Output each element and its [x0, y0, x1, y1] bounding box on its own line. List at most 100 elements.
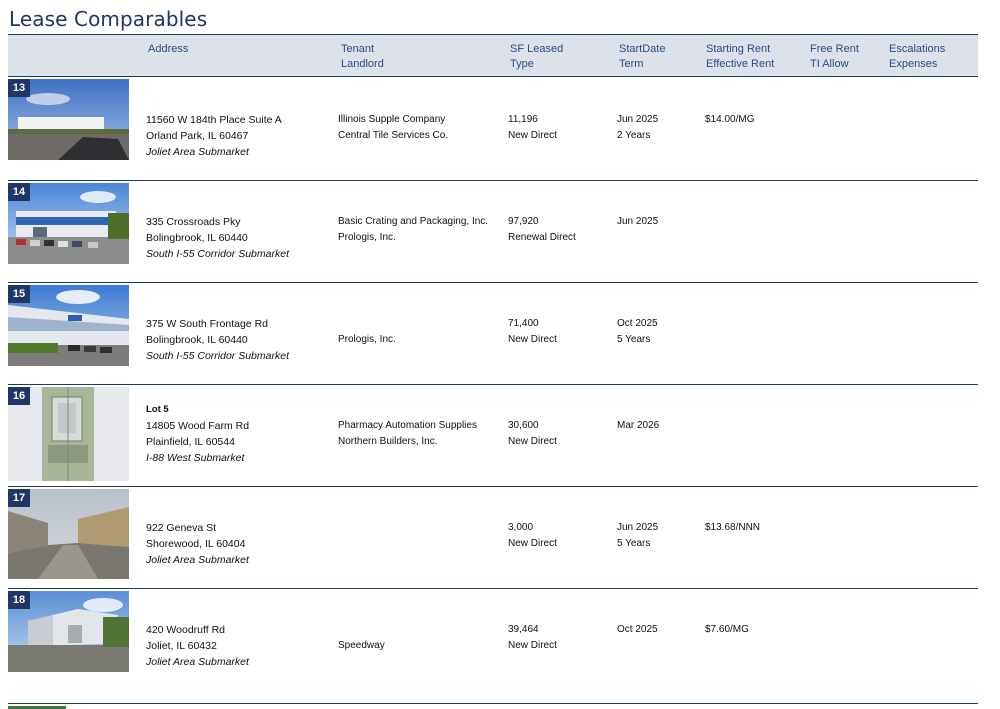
- table-row: 17 922 Geneva St Shorewood, IL 60404 Jol…: [8, 486, 978, 589]
- lease-term: 5 Years: [617, 334, 651, 345]
- landlord-name: Northern Builders, Inc.: [338, 436, 438, 447]
- table-row: 18 420 Woodruff Rd Joliet, IL 60432 Joli…: [8, 588, 978, 705]
- submarket-label: Joliet Area Submarket: [146, 554, 249, 566]
- comp-number-badge: 14: [8, 183, 30, 201]
- date-cell: Jun 2025 5 Years: [617, 520, 658, 552]
- tenant-name: Illinois Supple Company: [338, 114, 446, 125]
- header-expenses-label: Expenses: [889, 58, 938, 70]
- city-address: Bolingbrook, IL 60440: [146, 232, 248, 244]
- header-sf-label: SF Leased: [510, 43, 564, 55]
- lease-type: Renewal Direct: [508, 232, 576, 243]
- header-date-term: StartDate Term: [619, 42, 665, 72]
- header-effective-rent-label: Effective Rent: [706, 58, 775, 70]
- address-cell: 335 Crossroads Pky Bolingbrook, IL 60440…: [146, 214, 289, 262]
- start-date: Jun 2025: [617, 522, 659, 533]
- address-cell: Lot 5 14805 Wood Farm Rd Plainfield, IL …: [146, 402, 249, 466]
- header-escalations: Escalations Expenses: [889, 42, 945, 72]
- sf-cell: 3,000 New Direct: [508, 520, 557, 552]
- submarket-label: Joliet Area Submarket: [146, 656, 249, 668]
- page-title: Lease Comparables: [9, 7, 208, 31]
- table-row: 15 375 W South Frontage Rd Bolingbrook, …: [8, 282, 978, 385]
- street-address: 11560 W 184th Place Suite A: [146, 114, 282, 126]
- landlord-name: Speedway: [338, 640, 385, 651]
- rent-cell: $13.68/NNN: [705, 520, 760, 536]
- header-free-rent-label: Free Rent: [810, 43, 859, 55]
- street-address: 420 Woodruff Rd: [146, 624, 225, 636]
- street-address: 922 Geneva St: [146, 522, 217, 534]
- landlord-name: Central Tile Services Co.: [338, 130, 449, 141]
- start-date: Jun 2025: [617, 216, 659, 227]
- tenant-name: Pharmacy Automation Supplies: [338, 420, 477, 431]
- table-row: 13 11560 W 184th Place Suite A Orland Pa…: [8, 76, 978, 179]
- date-cell: Mar 2026: [617, 418, 659, 434]
- table-row: 16 Lot 5 14805 Wood Farm Rd Plainfield, …: [8, 384, 978, 487]
- submarket-label: South I-55 Corridor Submarket: [146, 350, 289, 362]
- lease-term: 5 Years: [617, 538, 651, 549]
- sf-leased: 71,400: [508, 318, 539, 329]
- table-header: Address Tenant Landlord SF Leased Type S…: [8, 34, 978, 77]
- city-address: Orland Park, IL 60467: [146, 130, 249, 142]
- header-landlord-label: Landlord: [341, 58, 384, 70]
- start-date: Oct 2025: [617, 624, 658, 635]
- tenant-cell: Speedway: [338, 638, 385, 654]
- starting-rent: $7.60/MG: [705, 624, 749, 635]
- header-tenant-landlord: Tenant Landlord: [341, 42, 384, 72]
- header-ti-label: TI Allow: [810, 58, 849, 70]
- lease-term: 2 Years: [617, 130, 651, 141]
- start-date: Jun 2025: [617, 114, 659, 125]
- header-address-label: Address: [148, 43, 189, 55]
- header-tenant-label: Tenant: [341, 43, 375, 55]
- property-photo[interactable]: 14: [8, 183, 129, 264]
- landlord-name: Prologis, Inc.: [338, 232, 396, 243]
- address-cell: 922 Geneva St Shorewood, IL 60404 Joliet…: [146, 520, 249, 568]
- street-address: 14805 Wood Farm Rd: [146, 420, 250, 432]
- submarket-label: South I-55 Corridor Submarket: [146, 248, 289, 260]
- property-photo[interactable]: 18: [8, 591, 129, 672]
- sf-leased: 39,464: [508, 624, 539, 635]
- header-address: Address: [148, 42, 188, 57]
- tenant-cell: Prologis, Inc.: [338, 332, 396, 348]
- landlord-name: Prologis, Inc.: [338, 334, 396, 345]
- header-starting-rent-label: Starting Rent: [706, 43, 771, 55]
- lot-label: Lot 5: [146, 404, 169, 415]
- sf-cell: 30,600 New Direct: [508, 418, 557, 450]
- sf-cell: 39,464 New Direct: [508, 622, 557, 654]
- sf-leased: 97,920: [508, 216, 539, 227]
- sf-leased: 11,196: [508, 114, 538, 125]
- lease-type: New Direct: [508, 436, 557, 447]
- comp-number-badge: 17: [8, 489, 30, 507]
- submarket-label: I-88 West Submarket: [146, 452, 245, 464]
- lease-type: New Direct: [508, 538, 557, 549]
- rent-cell: $14.00/MG: [705, 112, 754, 128]
- site-plan-image[interactable]: 16: [8, 387, 129, 481]
- header-type-label: Type: [510, 58, 534, 70]
- tenant-name: Basic Crating and Packaging, Inc.: [338, 216, 489, 227]
- city-address: Bolingbrook, IL 60440: [146, 334, 248, 346]
- header-free-ti: Free Rent TI Allow: [810, 42, 859, 72]
- comp-number-badge: 18: [8, 591, 30, 609]
- starting-rent: $13.68/NNN: [705, 522, 761, 533]
- date-cell: Oct 2025 5 Years: [617, 316, 658, 348]
- comp-number-badge: 15: [8, 285, 30, 303]
- street-address: 335 Crossroads Pky: [146, 216, 241, 228]
- start-date: Oct 2025: [617, 318, 658, 329]
- address-cell: 375 W South Frontage Rd Bolingbrook, IL …: [146, 316, 289, 364]
- address-cell: 11560 W 184th Place Suite A Orland Park,…: [146, 112, 282, 160]
- street-address: 375 W South Frontage Rd: [146, 318, 268, 330]
- tenant-cell: Illinois Supple Company Central Tile Ser…: [338, 112, 448, 144]
- address-cell: 420 Woodruff Rd Joliet, IL 60432 Joliet …: [146, 622, 249, 670]
- property-photo[interactable]: 17: [8, 489, 129, 579]
- date-cell: Jun 2025: [617, 214, 658, 230]
- lease-type: New Direct: [508, 130, 557, 141]
- property-photo[interactable]: 13: [8, 79, 129, 160]
- lease-type: New Direct: [508, 640, 557, 651]
- property-photo[interactable]: 15: [8, 285, 129, 366]
- start-date: Mar 2026: [617, 420, 660, 431]
- tenant-cell: Basic Crating and Packaging, Inc. Prolog…: [338, 214, 488, 246]
- rent-cell: $7.60/MG: [705, 622, 749, 638]
- date-cell: Oct 2025: [617, 622, 658, 638]
- table-row: 14 335 Crossroads Pky Bolingbrook, IL 60…: [8, 180, 978, 283]
- bottom-divider: [8, 703, 978, 704]
- tenant-cell: Pharmacy Automation Supplies Northern Bu…: [338, 418, 477, 450]
- footer-accent: [8, 706, 66, 709]
